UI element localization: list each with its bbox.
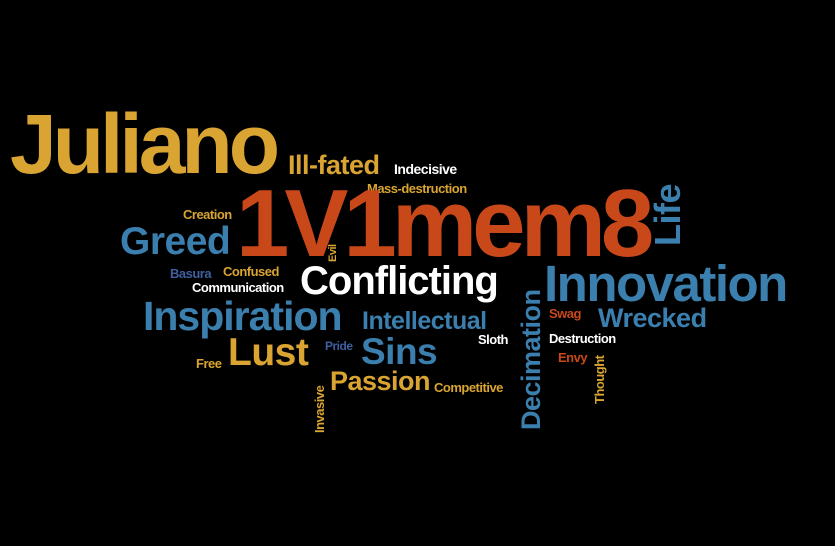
word-indecisive: Indecisive xyxy=(394,161,457,177)
word-greed: Greed xyxy=(120,220,231,263)
word-innovation: Innovation xyxy=(544,255,788,312)
word-mass-destruction: Mass-destruction xyxy=(367,181,467,196)
word-passion: Passion xyxy=(330,366,431,396)
word-conflicting: Conflicting xyxy=(300,259,499,303)
word-inspiration: Inspiration xyxy=(143,293,343,339)
word-juliano: Juliano xyxy=(10,97,280,191)
word-lust: Lust xyxy=(228,331,309,374)
word-swag: Swag xyxy=(549,306,581,321)
word-sloth: Sloth xyxy=(478,332,509,347)
word-sins: Sins xyxy=(361,331,438,372)
word-ill-fated: Ill-fated xyxy=(288,150,380,180)
word-basura: Basura xyxy=(170,266,212,281)
word-competitive: Competitive xyxy=(434,380,503,395)
word-free: Free xyxy=(196,356,222,371)
word-pride: Pride xyxy=(325,339,353,353)
word-decimation: Decimation xyxy=(516,289,546,430)
word-creation: Creation xyxy=(183,207,232,222)
word-destruction: Destruction xyxy=(549,331,616,346)
word-wrecked: Wrecked xyxy=(598,303,707,333)
word-communication: Communication xyxy=(192,280,284,295)
word-confused: Confused xyxy=(223,264,279,279)
word-envy: Envy xyxy=(558,350,588,365)
word-invasive: Invasive xyxy=(312,385,327,433)
word-intellectual: Intellectual xyxy=(362,307,487,335)
word-1v1mem8: 1V1mem8 xyxy=(236,170,654,277)
word-life: Life xyxy=(647,183,688,246)
word-thought: Thought xyxy=(592,355,607,404)
